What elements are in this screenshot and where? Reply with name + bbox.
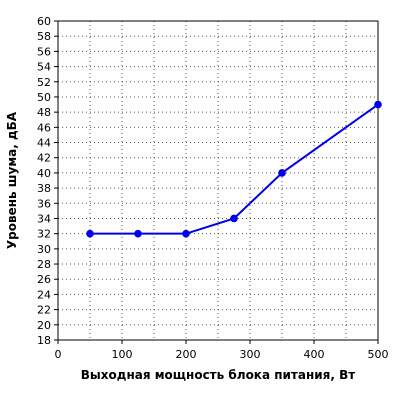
y-tick-label: 26 bbox=[37, 273, 51, 286]
x-axis-title: Выходная мощность блока питания, Вт bbox=[81, 368, 356, 382]
series bbox=[86, 100, 382, 238]
y-tick-label: 36 bbox=[37, 197, 51, 210]
y-tick-label: 32 bbox=[37, 228, 51, 241]
y-tick-label: 42 bbox=[37, 152, 51, 165]
x-tick-label: 500 bbox=[368, 348, 389, 361]
y-tick-label: 52 bbox=[37, 76, 51, 89]
y-tick-label: 50 bbox=[37, 91, 51, 104]
x-tick-label: 100 bbox=[112, 348, 133, 361]
y-tick-label: 48 bbox=[37, 106, 51, 119]
grid bbox=[58, 21, 378, 340]
y-tick-label: 44 bbox=[37, 137, 51, 150]
plot-area-frame bbox=[57, 20, 379, 341]
y-tick-label: 28 bbox=[37, 258, 51, 271]
y-tick-label: 56 bbox=[37, 45, 51, 58]
axis-ticks: 18 20 22 24 26 28 30 32 34 36 38 40 42 44 46 48 50 52 54 56… bbox=[37, 15, 389, 361]
data-point bbox=[182, 229, 190, 238]
series-line bbox=[90, 103, 379, 235]
y-tick-label: 18 bbox=[37, 334, 51, 347]
y-tick-label: 34 bbox=[37, 212, 51, 225]
data-point bbox=[86, 229, 94, 238]
y-tick-label: 20 bbox=[37, 319, 51, 332]
x-tick-label: 400 bbox=[304, 348, 325, 361]
x-tick-label: 300 bbox=[240, 348, 261, 361]
y-tick-label: 22 bbox=[37, 304, 51, 317]
y-tick-label: 24 bbox=[37, 288, 51, 301]
y-tick-label: 38 bbox=[37, 182, 51, 195]
y-tick-label: 30 bbox=[37, 243, 51, 256]
data-point bbox=[278, 169, 286, 177]
y-tick-label: 40 bbox=[37, 167, 51, 180]
data-point bbox=[230, 214, 238, 223]
data-point bbox=[374, 100, 382, 109]
y-tick-label: 58 bbox=[37, 30, 51, 43]
y-axis-title: Уровень шума, дБА bbox=[5, 111, 19, 249]
data-point bbox=[134, 229, 142, 238]
y-tick-label: 54 bbox=[37, 61, 51, 74]
x-tick-label: 0 bbox=[55, 348, 62, 361]
x-tick-label: 200 bbox=[176, 348, 197, 361]
y-tick-label: 46 bbox=[37, 121, 51, 134]
y-tick-label: 60 bbox=[37, 15, 51, 28]
